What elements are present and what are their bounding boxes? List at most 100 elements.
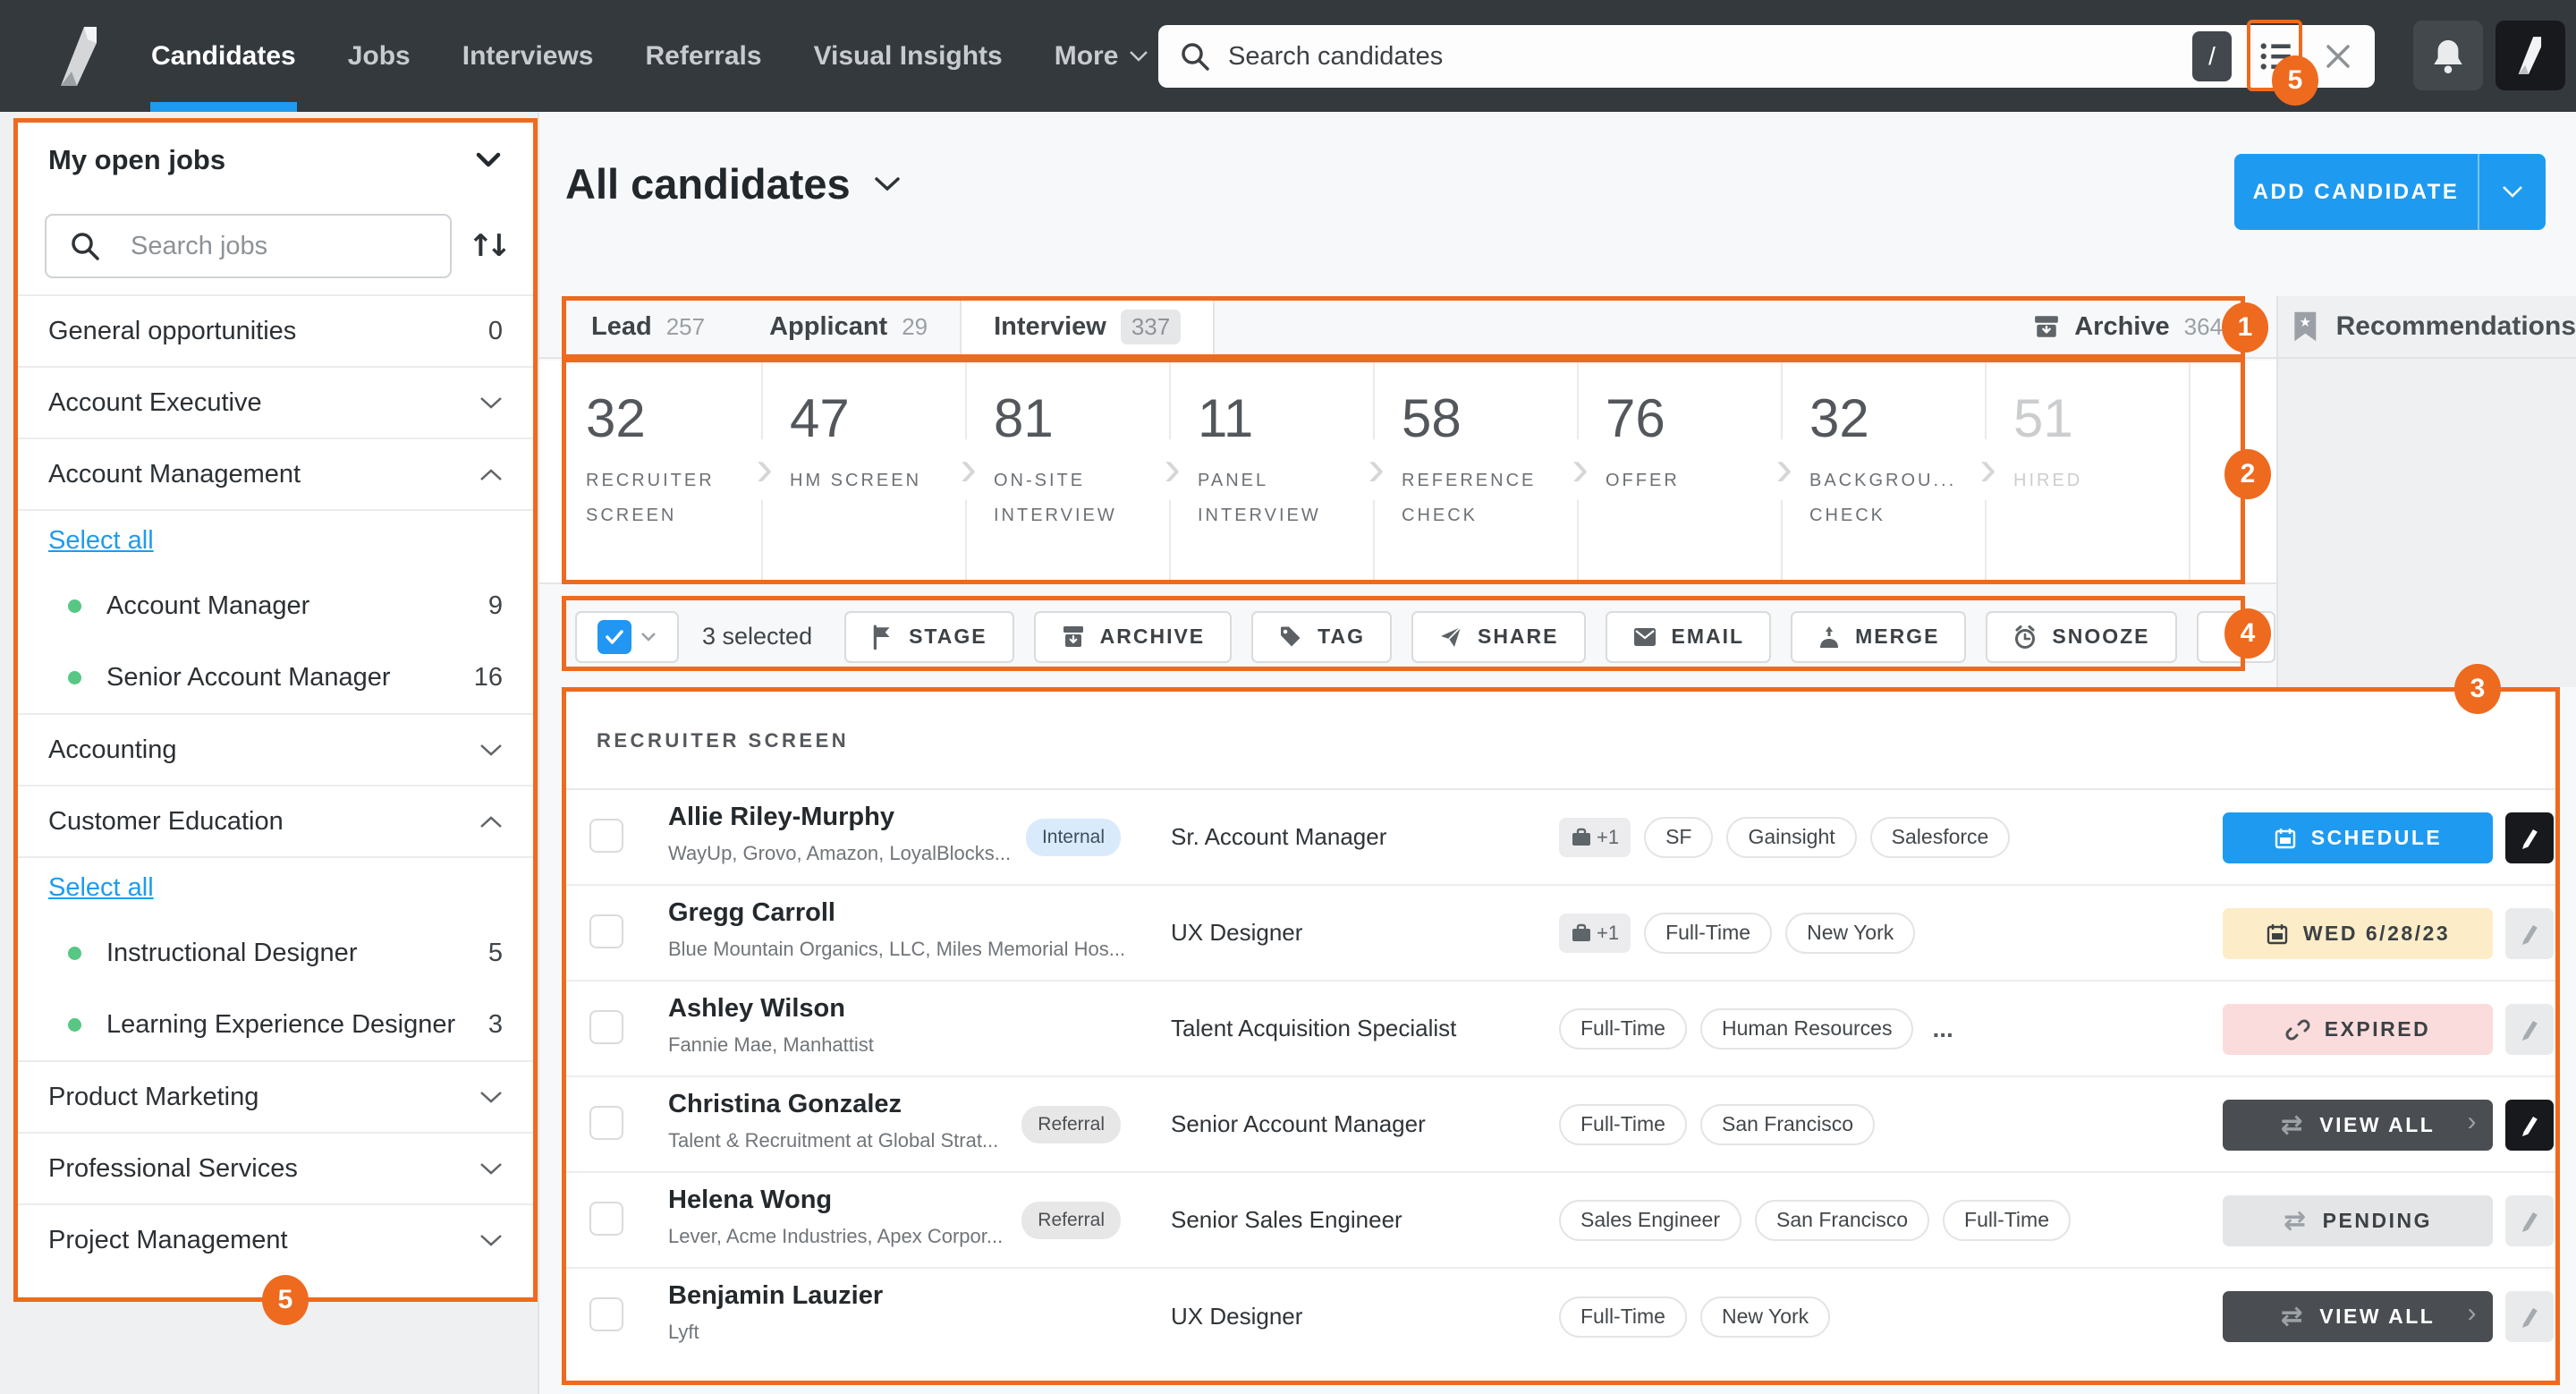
stage-offer[interactable]: 76 OFFER [1579, 361, 1793, 582]
chevron-down-icon[interactable] [640, 632, 657, 642]
stage-hm-screen[interactable]: 47 HM SCREEN [763, 361, 978, 582]
lever-logo-icon[interactable] [52, 20, 107, 93]
tag-pill[interactable]: Full-Time [1943, 1199, 2071, 1241]
sidebar-item-general-opportunities[interactable]: General opportunities 0 [18, 294, 533, 366]
candidate-job-title: UX Designer [1171, 1303, 1303, 1330]
select-all-customer-education[interactable]: Select all [18, 856, 533, 917]
nav-item-candidates[interactable]: Candidates [125, 0, 322, 112]
merge-button[interactable]: MERGE [1791, 610, 1967, 663]
stage-background-check[interactable]: 32 BACKGROU... CHECK [1783, 361, 1997, 582]
add-candidate-dropdown[interactable] [2479, 154, 2546, 230]
candidate-row[interactable]: Gregg Carroll Blue Mountain Organics, LL… [566, 886, 2555, 982]
row-checkbox[interactable] [589, 1202, 623, 1236]
tag-pill[interactable]: Full-Time [1559, 1007, 1687, 1050]
tab-lead[interactable]: Lead 257 [559, 296, 737, 357]
sidebar-item-learning-experience-designer[interactable]: Learning Experience Designer 3 [18, 989, 533, 1060]
candidate-row[interactable]: Allie Riley-Murphy WayUp, Grovo, Amazon,… [566, 790, 2555, 886]
checked-checkbox[interactable] [597, 619, 631, 654]
nav-item-more[interactable]: More [1029, 0, 1175, 112]
sidebar-item-professional-services[interactable]: Professional Services [18, 1132, 533, 1203]
schedule-button[interactable]: SCHEDULE [2223, 812, 2493, 863]
candidate-row[interactable]: Benjamin Lauzier Lyft UX Designer Full-T… [566, 1269, 2555, 1364]
email-button[interactable]: EMAIL [1605, 610, 1772, 663]
candidate-row[interactable]: Helena Wong Lever, Acme Industries, Apex… [566, 1173, 2555, 1269]
add-candidate-button[interactable]: ADD CANDIDATE [2234, 154, 2546, 230]
row-checkbox[interactable] [589, 1297, 623, 1331]
tag-pill[interactable]: Salesforce [1869, 816, 2011, 858]
tag-pill[interactable]: San Francisco [1699, 1103, 1875, 1145]
tag-pill[interactable]: Human Resources [1699, 1007, 1914, 1050]
nav-item-visual-insights[interactable]: Visual Insights [813, 40, 1003, 71]
tag-pill[interactable]: New York [1785, 912, 1916, 954]
select-all-account-management[interactable]: Select all [18, 509, 533, 570]
candidate-row[interactable]: Ashley Wilson Fannie Mae, Manhattist Tal… [566, 982, 2555, 1077]
tag-pill[interactable]: SF [1644, 816, 1714, 858]
candidate-name[interactable]: Helena Wong [668, 1186, 833, 1214]
sidebar-item-accounting[interactable]: Accounting [18, 713, 533, 785]
clear-search-icon[interactable] [2323, 41, 2353, 72]
tag-button[interactable]: TAG [1251, 610, 1392, 663]
stage-button[interactable]: STAGE [844, 610, 1014, 663]
tab-archive[interactable]: Archive 364 [2033, 296, 2276, 357]
row-checkbox[interactable] [589, 914, 623, 948]
chevron-down-icon[interactable] [874, 176, 901, 192]
sidebar-item-product-marketing[interactable]: Product Marketing [18, 1060, 533, 1132]
sidebar-header[interactable]: My open jobs [18, 123, 533, 198]
collapse-chevron-icon[interactable] [476, 152, 501, 168]
sidebar-item-instructional-designer[interactable]: Instructional Designer 5 [18, 917, 533, 989]
pending-button[interactable]: ⇄ PENDING [2223, 1195, 2493, 1246]
tag-pill[interactable]: San Francisco [1755, 1199, 1930, 1241]
candidate-search-input[interactable]: Search candidates / [1158, 25, 2375, 88]
stage-reference-check[interactable]: 58 REFERENCE CHECK [1375, 361, 1589, 582]
tag-pill[interactable]: Full-Time [1559, 1103, 1687, 1145]
view-all-button[interactable]: ⇄ VIEW ALL › [2223, 1100, 2493, 1151]
sidebar-item-customer-education[interactable]: Customer Education [18, 785, 533, 856]
candidate-name[interactable]: Gregg Carroll [668, 898, 835, 927]
sidebar-item-project-management[interactable]: Project Management [18, 1203, 533, 1275]
tag-pill[interactable]: Full-Time [1559, 1296, 1687, 1338]
sidebar-item-account-management[interactable]: Account Management [18, 438, 533, 509]
nav-item-referrals[interactable]: Referrals [645, 40, 762, 71]
tab-applicant[interactable]: Applicant 29 [737, 296, 960, 357]
nav-item-interviews[interactable]: Interviews [462, 40, 594, 71]
stage-recruiter-screen[interactable]: 32 RECRUITER SCREEN [559, 361, 774, 582]
tags-overflow-ellipsis[interactable]: ... [1932, 1014, 1953, 1042]
nav-item-jobs[interactable]: Jobs [347, 40, 411, 71]
sidebar-item-senior-account-manager[interactable]: Senior Account Manager 16 [18, 642, 533, 713]
sidebar-item-account-executive[interactable]: Account Executive [18, 366, 533, 438]
candidate-row[interactable]: Christina Gonzalez Talent & Recruitment … [566, 1077, 2555, 1173]
row-checkbox[interactable] [589, 1010, 623, 1044]
scheduled-date-button[interactable]: WED 6/28/23 [2223, 908, 2493, 959]
page-title-row[interactable]: All candidates [565, 159, 901, 208]
row-checkbox[interactable] [589, 819, 623, 853]
edit-button[interactable] [2505, 812, 2554, 863]
tag-pill[interactable]: Sales Engineer [1559, 1199, 1741, 1241]
stage-onsite-interview[interactable]: 81 ON-SITE INTERVIEW [967, 361, 1182, 582]
experience-more-pill[interactable]: +1 [1559, 817, 1631, 857]
tab-recommendations[interactable]: ★ Recommendations [2278, 296, 2576, 359]
stage-panel-interview[interactable]: 11 PANEL INTERVIEW [1171, 361, 1385, 582]
notifications-button[interactable] [2413, 21, 2483, 90]
view-all-button[interactable]: ⇄ VIEW ALL › [2223, 1291, 2493, 1342]
job-search-input[interactable]: Search jobs [45, 214, 453, 278]
snooze-button[interactable]: SNOOZE [1986, 610, 2177, 663]
share-button[interactable]: SHARE [1411, 610, 1586, 663]
tab-interview[interactable]: Interview 337 [960, 296, 1216, 357]
sidebar-item-account-manager[interactable]: Account Manager 9 [18, 570, 533, 642]
experience-more-pill[interactable]: +1 [1559, 913, 1631, 953]
candidate-name[interactable]: Allie Riley-Murphy [668, 803, 894, 831]
select-all-checkbox-group[interactable] [575, 610, 679, 663]
expired-link-button[interactable]: EXPIRED [2223, 1004, 2493, 1055]
row-checkbox[interactable] [589, 1106, 623, 1140]
stage-hired[interactable]: 51 HIRED [1987, 361, 2190, 582]
tag-pill[interactable]: New York [1699, 1296, 1831, 1338]
archive-button[interactable]: ARCHIVE [1033, 610, 1233, 663]
candidate-name[interactable]: Ashley Wilson [668, 994, 845, 1023]
tag-pill[interactable]: Full-Time [1644, 912, 1773, 954]
candidate-name[interactable]: Christina Gonzalez [668, 1090, 902, 1118]
account-button[interactable] [2496, 21, 2565, 90]
edit-button[interactable] [2505, 1100, 2554, 1151]
candidate-name[interactable]: Benjamin Lauzier [668, 1281, 884, 1310]
tag-pill[interactable]: Gainsight [1726, 816, 1857, 858]
sort-jobs-icon[interactable]: ↑↓ [468, 228, 512, 264]
